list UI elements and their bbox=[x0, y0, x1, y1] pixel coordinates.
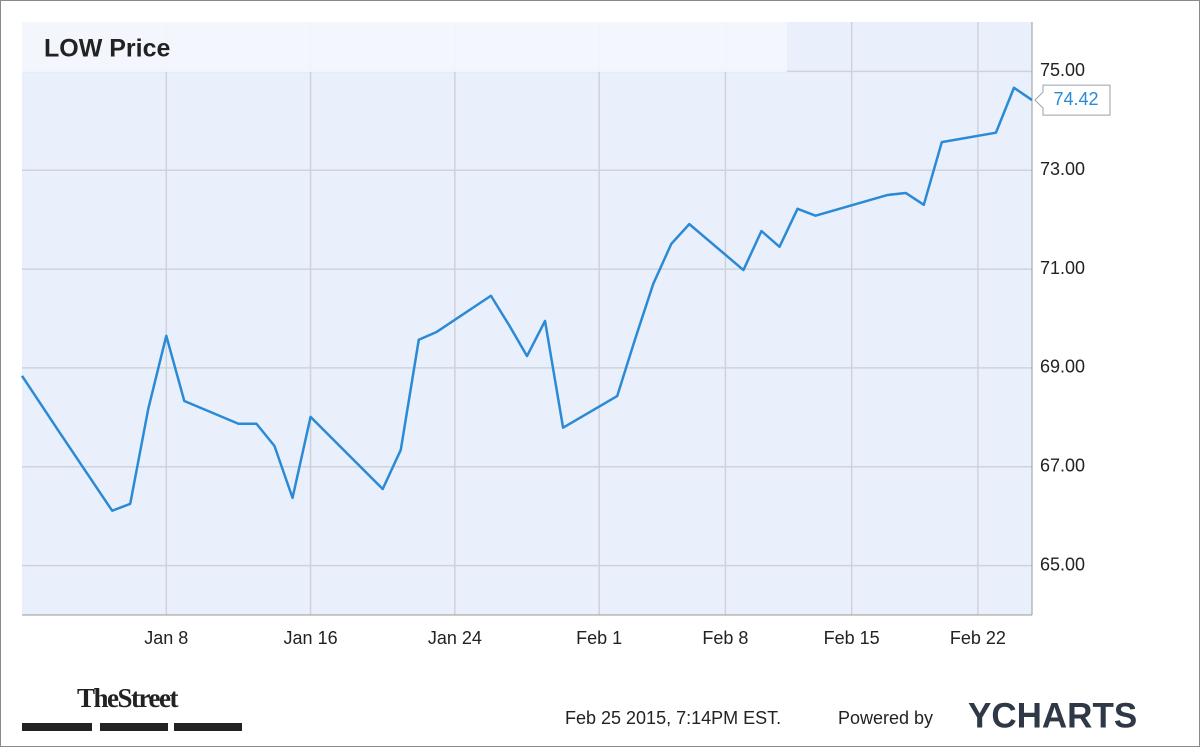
y-tick-label: 69.00 bbox=[1040, 357, 1085, 377]
brand-logo: YCHARTS bbox=[968, 696, 1137, 735]
x-tick-label: Jan 8 bbox=[144, 628, 188, 648]
y-tick-label: 65.00 bbox=[1040, 554, 1085, 574]
x-tick-label: Feb 15 bbox=[824, 628, 880, 648]
logo-bar bbox=[100, 723, 168, 731]
plot-area bbox=[22, 22, 1032, 615]
marks: 74.42 bbox=[20, 84, 1111, 512]
price-line bbox=[20, 86, 1033, 512]
title-band bbox=[22, 22, 787, 72]
x-tick-label: Feb 22 bbox=[950, 628, 1006, 648]
last-value-label: 74.42 bbox=[1053, 89, 1098, 109]
chart-title: LOW Price bbox=[44, 35, 171, 63]
x-tick-label: Jan 24 bbox=[428, 628, 482, 648]
y-tick-label: 71.00 bbox=[1040, 258, 1085, 278]
x-tick-label: Feb 8 bbox=[702, 628, 748, 648]
powered-by: Powered by bbox=[838, 708, 933, 728]
y-tick-label: 75.00 bbox=[1040, 60, 1085, 80]
y-tick-label: 73.00 bbox=[1040, 159, 1085, 179]
last-value-box bbox=[1034, 84, 1111, 116]
logo-bar bbox=[174, 723, 242, 731]
source-logo: TheStreet bbox=[77, 683, 178, 713]
y-tick-label: 67.00 bbox=[1040, 456, 1085, 476]
x-tick-label: Feb 1 bbox=[576, 628, 622, 648]
timestamp: Feb 25 2015, 7:14PM EST. bbox=[565, 708, 781, 728]
x-tick-label: Jan 16 bbox=[284, 628, 338, 648]
logo-bar bbox=[22, 723, 92, 731]
